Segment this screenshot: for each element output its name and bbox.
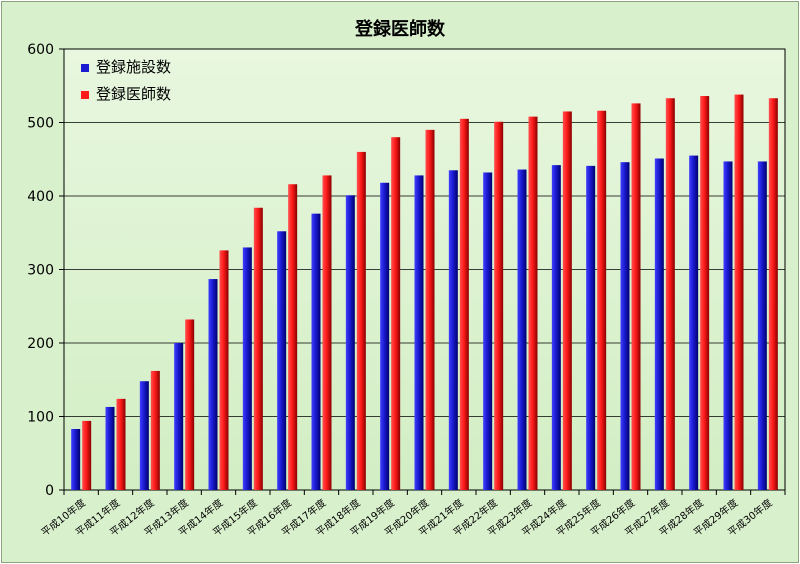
bar-facilities — [277, 231, 287, 490]
y-tick-label: 200 — [27, 336, 54, 352]
bar-doctors — [425, 129, 435, 490]
legend-swatch — [81, 91, 89, 99]
bar-facilities — [757, 161, 767, 490]
legend-label: 登録医師数 — [96, 85, 171, 103]
bar-doctors — [494, 121, 504, 490]
bar-doctors — [82, 420, 92, 490]
bar-doctors — [459, 118, 469, 490]
bar-facilities — [105, 406, 115, 490]
bar-doctors — [665, 98, 675, 491]
bar-facilities — [620, 162, 630, 490]
bar-doctors — [528, 116, 538, 491]
legend-swatch — [81, 64, 89, 72]
bar-doctors — [288, 184, 298, 491]
legend-label: 登録施設数 — [96, 58, 171, 76]
bar-doctors — [734, 94, 744, 490]
bar-facilities — [380, 182, 390, 490]
bar-doctors — [116, 398, 126, 490]
bar-doctors — [562, 111, 572, 490]
bar-facilities — [242, 247, 252, 490]
y-tick-label: 100 — [27, 410, 54, 426]
bar-doctors — [253, 207, 263, 490]
bar-doctors — [700, 96, 710, 490]
bar-facilities — [311, 213, 321, 490]
bar-doctors — [322, 175, 332, 491]
bar-doctors — [150, 370, 160, 490]
y-tick-label: 0 — [45, 483, 54, 499]
bar-doctors — [768, 98, 778, 491]
bar-facilities — [345, 195, 355, 490]
bar-facilities — [723, 161, 733, 490]
bar-facilities — [448, 170, 458, 490]
bar-facilities — [586, 165, 596, 491]
y-tick-label: 500 — [27, 116, 54, 132]
y-tick-label: 400 — [27, 189, 54, 205]
bar-doctors — [185, 319, 195, 490]
chart-title: 登録医師数 — [354, 18, 446, 40]
bar-facilities — [71, 428, 81, 490]
bar-facilities — [174, 343, 184, 490]
bar-doctors — [597, 110, 607, 491]
bar-facilities — [551, 165, 561, 490]
bar-doctors — [631, 103, 641, 490]
bar-facilities — [517, 169, 527, 491]
bar-facilities — [654, 158, 664, 490]
bar-facilities — [208, 279, 218, 490]
bar-facilities — [689, 155, 699, 490]
bar-doctors — [219, 250, 229, 490]
bar-facilities — [483, 172, 493, 491]
y-tick-label: 600 — [27, 42, 54, 58]
bar-facilities — [139, 381, 149, 490]
y-tick-label: 300 — [27, 263, 54, 279]
bar-doctors — [391, 137, 401, 490]
bar-doctors — [356, 151, 366, 490]
bar-facilities — [414, 175, 424, 491]
